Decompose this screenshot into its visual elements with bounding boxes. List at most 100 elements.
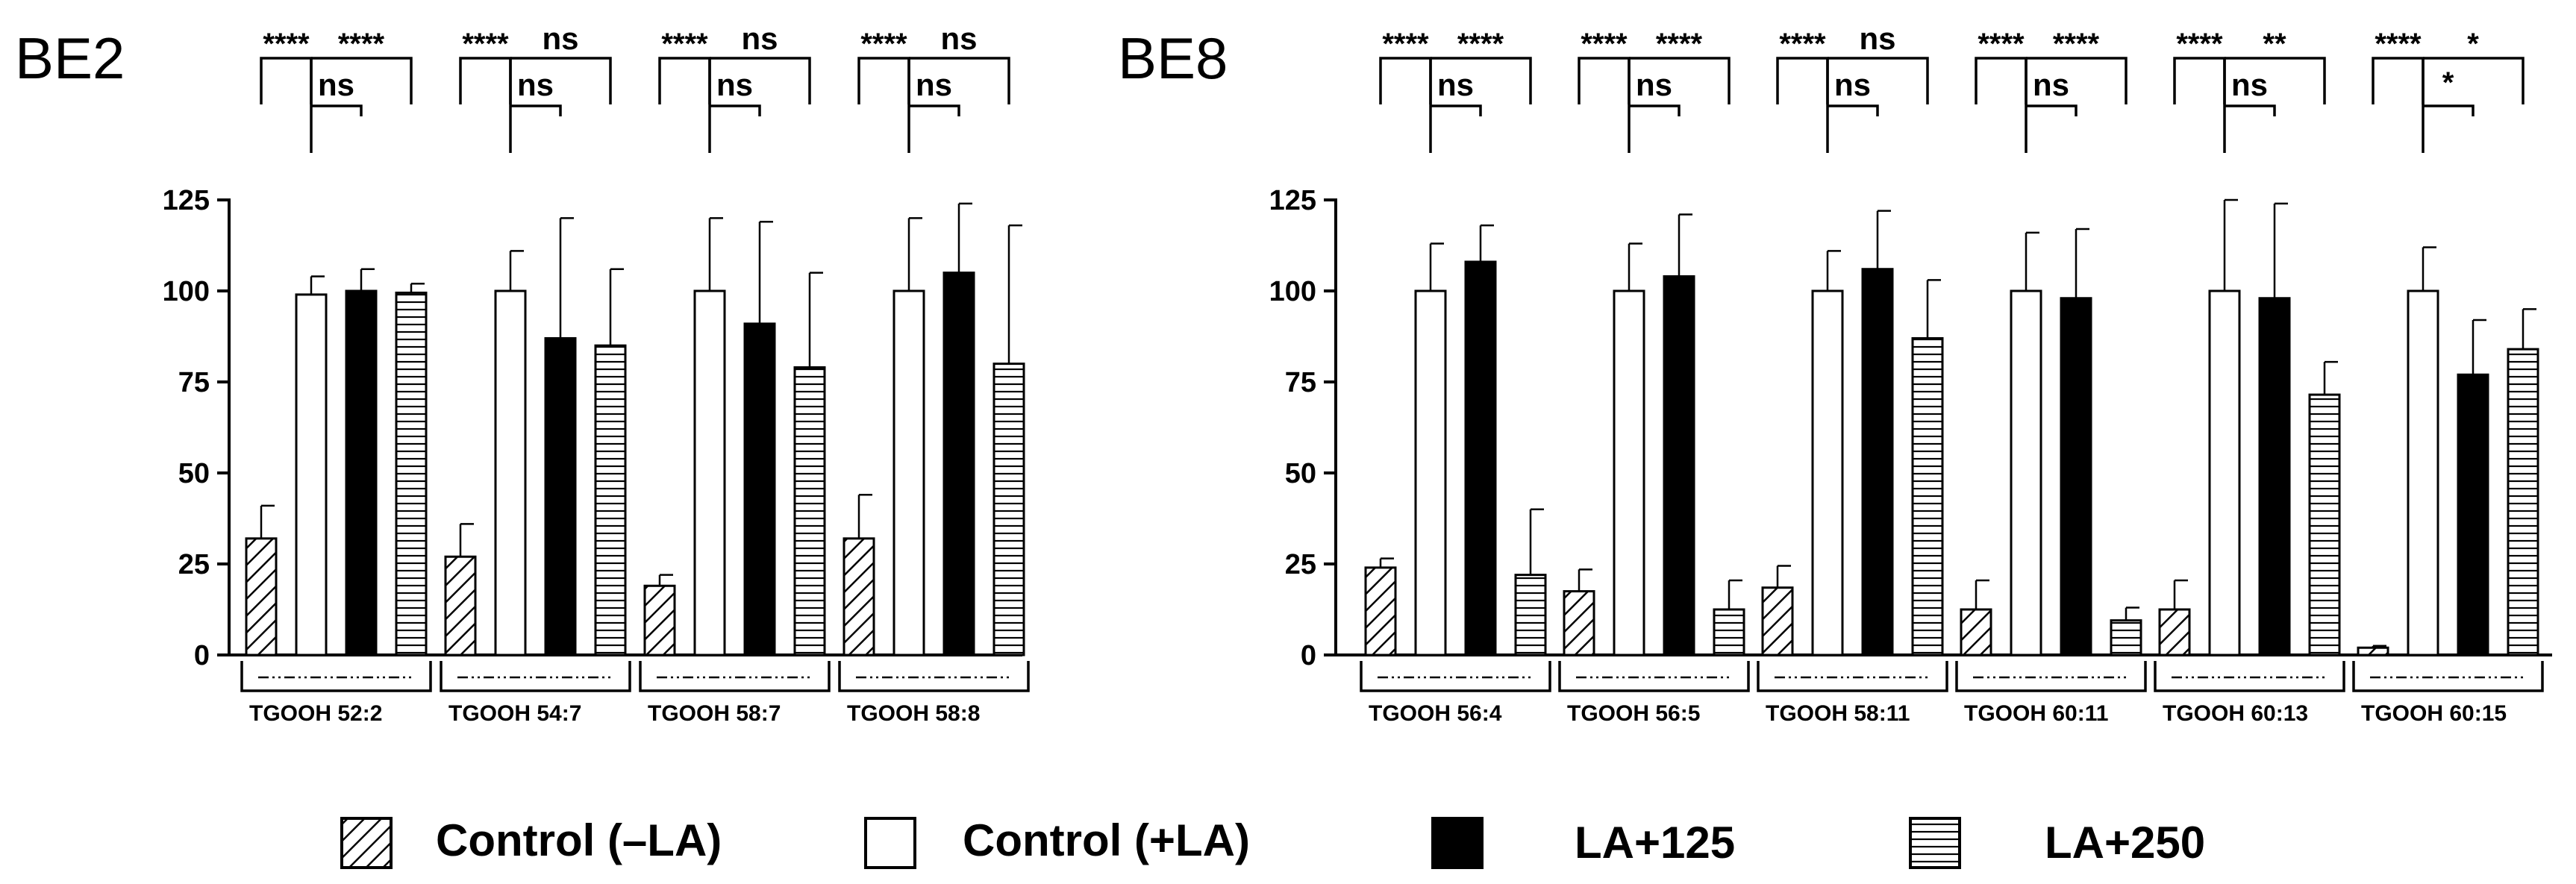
be8-tgooh-56-4-category-label: TGOOH 56:4 <box>1369 701 1502 726</box>
be2-tgooh-52-2-sig-label-a: **** <box>263 28 310 60</box>
be8-tgooh-58-11-sig-bracket-c <box>1828 104 1879 116</box>
be8-tgooh-60-15-bar-control-minus-la <box>2357 646 2389 656</box>
be8-tgooh-60-13-bar-la-125 <box>2258 297 2291 656</box>
be2-tgooh-58-7-bar-control-plus-la <box>693 289 726 656</box>
be8-y-tick-label-50: 50 <box>1285 458 1316 489</box>
be8-tgooh-58-11-sig-label-c: ns <box>1834 67 1871 102</box>
be8-tgooh-60-15-bar-la-250 <box>2507 348 2539 656</box>
be2-tgooh-58-7-category-bracket <box>639 661 831 692</box>
be2-tgooh-52-2-category-label: TGOOH 52:2 <box>249 701 382 726</box>
be8-tgooh-60-15-sig-label-c: * <box>2442 66 2454 99</box>
be2-tgooh-52-2-category-bracket <box>240 661 432 692</box>
be8-tgooh-56-4-bar-la-125 <box>1464 260 1497 656</box>
be2-tgooh-58-8-sig-bracket-c <box>909 104 960 116</box>
be8-tgooh-56-5-sig-bracket-b <box>1629 57 1731 104</box>
be2-tgooh-54-7-category-bracket <box>440 661 631 692</box>
be8-tgooh-58-11-bar-la-250 <box>1911 336 1944 656</box>
be8-tgooh-58-11-sig-bracket-a <box>1776 57 1829 104</box>
be2-tgooh-58-8-bar-la-125 <box>942 272 975 656</box>
be2-tgooh-52-2-sig-bracket-a <box>260 57 313 104</box>
be2-tgooh-58-7-category-label: TGOOH 58:7 <box>648 701 781 726</box>
be2-tgooh-58-7-sig-bracket-a <box>658 57 711 104</box>
be8-tgooh-60-11-sig-bracket-a <box>1975 57 2028 104</box>
be8-tgooh-56-5-sig-label-a: **** <box>1581 28 1628 60</box>
be8-tgooh-56-4-sig-label-b: **** <box>1457 28 1504 60</box>
be2-tgooh-52-2-sig-bracket-c <box>311 104 363 116</box>
be8-tgooh-56-4-bar-la-250 <box>1514 574 1547 656</box>
legend-item-control-minus-la: Control (–LA) <box>340 815 722 869</box>
be8-y-tick-label-0: 0 <box>1301 640 1316 671</box>
be2-tgooh-58-7-bar-la-125 <box>743 322 776 656</box>
be8-tgooh-56-4-bar-control-minus-la <box>1364 566 1397 656</box>
be8-tgooh-60-13-bar-control-plus-la <box>2208 289 2241 656</box>
be2-tgooh-52-2-bar-la-250 <box>395 291 428 656</box>
legend-label-la-125: LA+125 <box>1575 818 1735 868</box>
be8-tgooh-56-4-sig-label-a: **** <box>1382 28 1429 60</box>
be2-tgooh-54-7-bar-control-plus-la <box>494 289 527 656</box>
be8-y-tick-label-100: 100 <box>1269 276 1316 307</box>
be8-tgooh-60-13-sig-bracket-c <box>2225 104 2276 116</box>
be2-tgooh-52-2-sig-bracket-b <box>311 57 413 104</box>
be8-tgooh-56-5-bar-control-plus-la <box>1613 289 1645 656</box>
be8-tgooh-60-13-category-label: TGOOH 60:13 <box>2163 701 2308 726</box>
be8-tgooh-56-4-sig-bracket-b <box>1431 57 1532 104</box>
legend-label-control-minus-la: Control (–LA) <box>436 815 722 865</box>
be2-tgooh-54-7-bar-la-250 <box>594 344 627 656</box>
be2-tgooh-58-7-sig-label-b: ns <box>741 21 778 56</box>
be8-tgooh-60-15-sig-bracket-b <box>2423 57 2525 104</box>
be8-tgooh-60-11-bar-la-250 <box>2110 619 2142 656</box>
be2-y-tick-label-75: 75 <box>178 367 210 398</box>
be2-tgooh-58-8-sig-label-c: ns <box>916 67 952 102</box>
be2-tgooh-54-7-sig-label-a: **** <box>462 28 509 60</box>
be2-tgooh-58-8-sig-label-b: ns <box>940 21 977 56</box>
be2-tgooh-58-8-category-bracket <box>838 661 1030 692</box>
be8-tgooh-60-15-category-label: TGOOH 60:15 <box>2361 701 2507 726</box>
be8-tgooh-60-13-sig-bracket-a <box>2173 57 2226 104</box>
be8-tgooh-60-11-sig-bracket-c <box>2026 104 2078 116</box>
be8-tgooh-56-5-sig-bracket-a <box>1578 57 1631 104</box>
be2-tgooh-54-7-sig-bracket-a <box>459 57 512 104</box>
be2-tgooh-58-7-sig-label-c: ns <box>716 67 753 102</box>
be8-tgooh-60-11-sig-label-a: **** <box>1978 28 2025 60</box>
be2-tgooh-54-7-bar-control-minus-la <box>444 555 477 656</box>
be8-tgooh-60-13-sig-label-c: ns <box>2231 67 2268 102</box>
be2-tgooh-52-2-bar-la-125 <box>345 289 378 656</box>
be8-tgooh-58-11-category-bracket <box>1757 661 1948 692</box>
be2-tgooh-52-2-sig-label-c: ns <box>318 67 354 102</box>
legend-swatch-control-plus-la <box>864 817 916 869</box>
be8-tgooh-60-15-sig-label-b: * <box>2467 28 2479 60</box>
be2-tgooh-58-8-sig-bracket-b <box>909 57 1010 104</box>
legend: Control (–LA) Control (+LA) LA+125 LA+25… <box>340 815 2205 869</box>
be8-tgooh-56-5-sig-label-c: ns <box>1636 67 1672 102</box>
be8-tgooh-58-11-bar-control-minus-la <box>1761 586 1794 656</box>
be8-tgooh-60-15-bar-la-125 <box>2457 373 2489 656</box>
be8-tgooh-56-5-category-bracket <box>1558 661 1750 692</box>
be8-tgooh-60-15-bar-control-plus-la <box>2407 289 2439 656</box>
be2-y-tick-label-100: 100 <box>163 276 210 307</box>
be2-y-tick-label-50: 50 <box>178 458 210 489</box>
be8-tgooh-56-5-bar-la-250 <box>1713 608 1745 656</box>
legend-label-la-250: LA+250 <box>2045 818 2205 868</box>
be2-tgooh-58-8-bar-la-250 <box>992 363 1025 656</box>
be8-tgooh-58-11-bar-la-125 <box>1861 268 1894 656</box>
be8-tgooh-60-15-category-bracket <box>2352 661 2544 692</box>
be8-tgooh-60-13-category-bracket <box>2154 661 2345 692</box>
be8-y-tick-label-75: 75 <box>1285 367 1316 398</box>
be8-tgooh-56-4-sig-bracket-c <box>1431 104 1482 116</box>
be8-tgooh-60-11-sig-bracket-b <box>2026 57 2128 104</box>
be2-tgooh-52-2-bar-control-plus-la <box>295 293 328 656</box>
legend-label-control-plus-la: Control (+LA) <box>963 815 1250 865</box>
be8-tgooh-60-13-bar-la-250 <box>2308 393 2341 656</box>
be8-tgooh-60-11-category-label: TGOOH 60:11 <box>1964 701 2108 726</box>
be2-tgooh-58-7-sig-label-a: **** <box>661 28 708 60</box>
be8-tgooh-58-11-category-label: TGOOH 58:11 <box>1766 701 1910 726</box>
panel-title-be2: BE2 <box>15 25 125 91</box>
be2-tgooh-58-8-bar-control-minus-la <box>842 537 875 656</box>
be8-tgooh-56-4-sig-label-c: ns <box>1437 67 1474 102</box>
be8-tgooh-56-5-sig-bracket-c <box>1629 104 1681 116</box>
be8-tgooh-60-15-sig-bracket-a <box>2372 57 2425 104</box>
be2-tgooh-52-2-sig-label-b: **** <box>338 28 385 60</box>
be8-tgooh-60-13-bar-control-minus-la <box>2158 608 2191 656</box>
